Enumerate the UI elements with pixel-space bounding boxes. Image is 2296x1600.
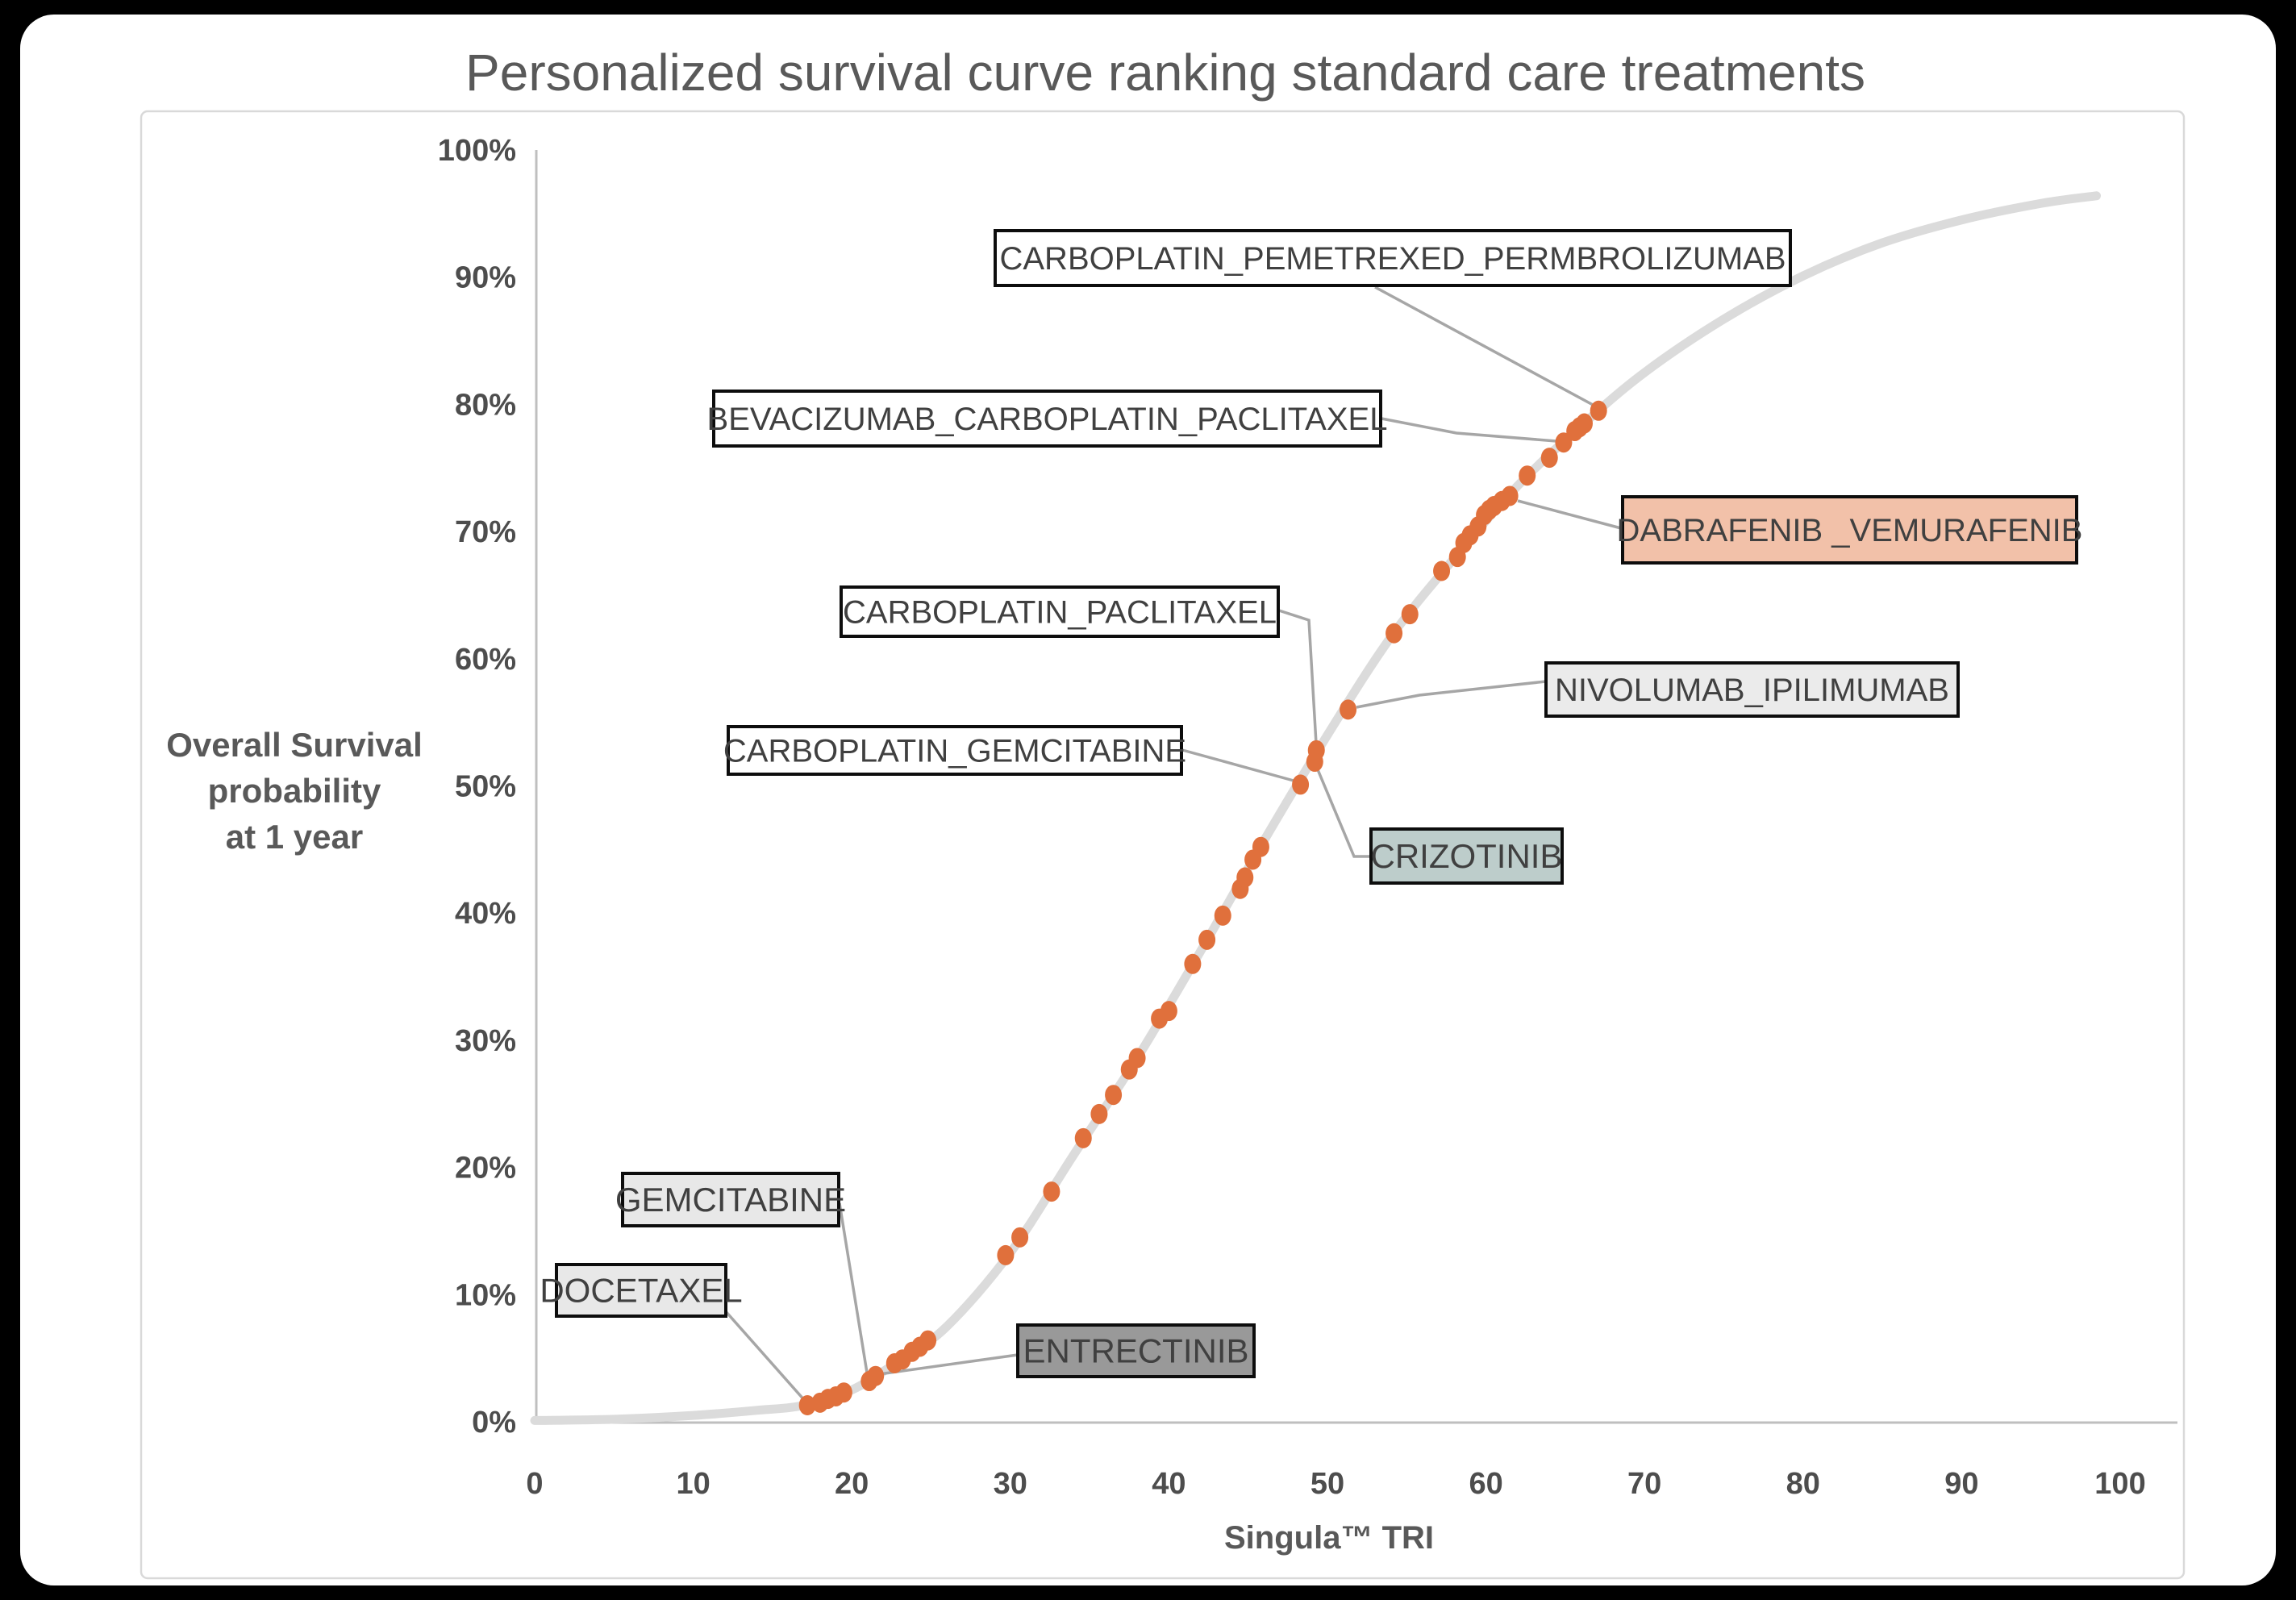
treatment-dot <box>1198 929 1216 950</box>
treatment-label-box <box>712 390 1382 448</box>
x-tick-label: 40 <box>1152 1467 1186 1501</box>
leader-line <box>838 1202 869 1373</box>
treatment-dot <box>1386 623 1403 644</box>
leader-line <box>1381 417 1557 443</box>
treatment-label-boxes: CARBOPLATIN_PEMETREXED_PERMBROLIZUMAB BEV… <box>540 229 2083 1378</box>
treatment-label-box <box>840 585 1280 638</box>
treatment-dot <box>1214 905 1231 926</box>
treatment-label: CARBOPLATIN_PEMETREXED_PERMBROLIZUMAB <box>999 241 1786 277</box>
treatment-dot <box>1074 1127 1092 1148</box>
x-tick-label: 50 <box>1311 1467 1344 1501</box>
treatment-dot <box>835 1382 852 1403</box>
x-tick-label: 80 <box>1786 1467 1820 1501</box>
treatment-dot <box>1292 774 1310 795</box>
y-tick-label: 10% <box>455 1278 516 1312</box>
treatment-label-box <box>1369 827 1564 885</box>
treatment-dot <box>1340 699 1357 720</box>
x-axis-title: Singula™ TRI <box>1224 1520 1434 1556</box>
treatment-dot <box>1401 604 1419 625</box>
treatment-label: BEVACIZUMAB_CARBOPLATIN_PACLITAXEL <box>707 402 1388 437</box>
treatment-dot <box>1433 560 1451 581</box>
x-axis-ticks: 0 10 20 30 40 50 60 70 80 90 100 <box>526 1467 2145 1501</box>
leader-line <box>1278 609 1318 744</box>
x-tick-label: 100 <box>2094 1467 2145 1501</box>
x-tick-label: 90 <box>1944 1467 1978 1501</box>
y-tick-label: 20% <box>455 1152 516 1185</box>
treatment-dot <box>1236 867 1254 888</box>
y-tick-label: 70% <box>455 515 516 549</box>
x-tick-label: 10 <box>676 1467 710 1501</box>
x-tick-label: 30 <box>994 1467 1027 1501</box>
treatment-dot <box>1307 740 1325 760</box>
treatment-dot <box>1501 485 1519 506</box>
treatment-dot <box>1105 1085 1123 1106</box>
treatment-dot <box>997 1244 1015 1265</box>
treatment-dot <box>1575 413 1593 434</box>
leader-line <box>723 1308 807 1403</box>
treatment-label-box <box>1544 661 1960 718</box>
treatment-dot <box>919 1330 937 1351</box>
treatment-label: DOCETAXEL <box>540 1272 742 1310</box>
treatment-dot <box>1590 400 1607 421</box>
y-tick-label: 100% <box>438 134 516 168</box>
treatment-dot <box>1160 1001 1177 1022</box>
x-tick-label: 70 <box>1627 1467 1661 1501</box>
treatment-label: ENTRECTINIB <box>1023 1332 1248 1370</box>
y-axis-ticks: 0% 10% 20% 30% 40% 50% 60% 70% 80% 90% 100% <box>438 134 516 1440</box>
leader-line <box>1356 680 1547 709</box>
y-tick-label: 50% <box>455 770 516 804</box>
y-tick-label: 40% <box>455 897 516 931</box>
y-tick-label: 80% <box>455 388 516 422</box>
treatment-label: NIVOLUMAB_IPILIMUMAB <box>1555 673 1949 708</box>
leader-line <box>1517 499 1622 530</box>
leader-line <box>1374 285 1595 407</box>
x-tick-label: 0 <box>526 1467 543 1501</box>
x-tick-label: 20 <box>835 1467 869 1501</box>
treatment-dot <box>1011 1227 1029 1248</box>
treatment-dot <box>798 1394 816 1415</box>
treatment-dot <box>1043 1181 1060 1202</box>
y-tick-label: 0% <box>472 1406 516 1440</box>
y-axis-title: Overall Survival probability at 1 year <box>166 726 423 856</box>
treatment-dot <box>1090 1103 1108 1124</box>
chart-title: Personalized survival curve ranking stan… <box>465 44 1865 102</box>
treatment-dot <box>1555 432 1573 453</box>
treatment-dots <box>798 400 1607 1415</box>
treatment-label: DABRAFENIB _VEMURAFENIB <box>1617 513 2083 548</box>
treatment-label-box <box>555 1263 727 1318</box>
treatment-dot <box>1519 465 1536 486</box>
treatment-dot <box>867 1365 885 1386</box>
treatment-dot <box>1252 836 1269 857</box>
annotation-leader-lines <box>723 285 1622 1403</box>
treatment-label: GEMCITABINE <box>615 1181 846 1219</box>
leader-line <box>1181 748 1294 782</box>
treatment-label-box <box>1621 495 2078 565</box>
treatment-dot <box>1540 448 1558 469</box>
leader-line <box>1315 767 1371 858</box>
treatment-label-box <box>1016 1323 1256 1378</box>
treatment-label: CARBOPLATIN_PACLITAXEL <box>843 595 1277 631</box>
y-tick-label: 90% <box>455 261 516 295</box>
treatment-label: CARBOPLATIN_GEMCITABINE <box>723 734 1186 769</box>
treatment-dot <box>1184 953 1202 974</box>
treatment-label-box <box>621 1172 840 1227</box>
y-tick-label: 30% <box>455 1024 516 1058</box>
leader-line <box>878 1353 1019 1376</box>
y-tick-label: 60% <box>455 643 516 677</box>
treatment-label-box <box>727 725 1183 776</box>
x-tick-label: 60 <box>1469 1467 1502 1501</box>
treatment-label: CRIZOTINIB <box>1371 837 1563 875</box>
treatment-dot <box>1128 1048 1146 1069</box>
treatment-label-box <box>994 229 1792 287</box>
